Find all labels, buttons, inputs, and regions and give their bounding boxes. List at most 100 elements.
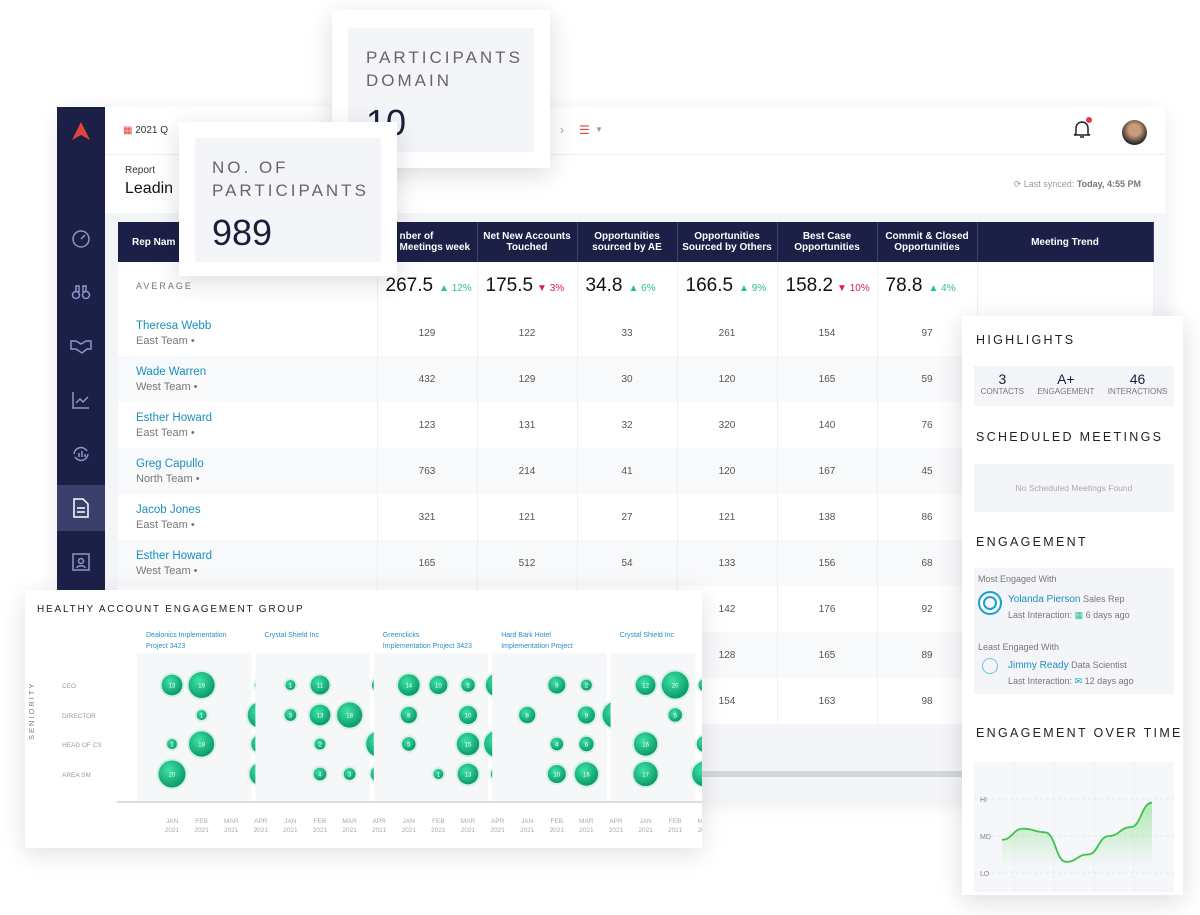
report-document-icon[interactable] — [57, 485, 105, 531]
bubble-value: 10 — [553, 772, 560, 778]
bubble-plot: CEO DIRECTOR HEAD OF CS AREA SM Dealonics Im… — [62, 632, 703, 834]
bubble[interactable] — [313, 767, 327, 781]
last-interaction-label: Last Interaction: — [1008, 676, 1073, 686]
bubble[interactable] — [579, 736, 594, 752]
bubble[interactable] — [309, 704, 331, 726]
breadcrumb: Report — [125, 165, 156, 176]
bubble[interactable] — [337, 702, 363, 728]
bubble[interactable] — [692, 761, 702, 787]
bubble[interactable] — [574, 762, 599, 786]
next-arrow-icon[interactable]: › — [560, 123, 564, 137]
bubble-value: 9 — [585, 713, 589, 719]
kpi-label: PARTICIPANTS DOMAIN — [366, 48, 523, 90]
group-label[interactable]: Hard Bark Hotel Implementation Project — [501, 632, 573, 650]
column-header[interactable]: Opportunities sourced by AE — [577, 222, 678, 262]
bubble[interactable] — [459, 706, 477, 724]
bubble[interactable] — [310, 675, 330, 695]
bubble[interactable] — [461, 678, 475, 692]
date-range-picker[interactable]: ▦ 2021 Q — [123, 125, 169, 136]
bell-icon[interactable] — [1073, 117, 1092, 144]
list-view-icon[interactable]: ☰ — [579, 123, 590, 137]
group-label[interactable]: Crystal Shield Inc — [620, 632, 675, 639]
x-tick-label: JAN 2021 — [283, 818, 298, 834]
bubble[interactable] — [519, 706, 536, 724]
dashboard-gauge-icon[interactable] — [57, 215, 105, 261]
bubble[interactable] — [343, 768, 356, 780]
bubble-value: 5 — [674, 713, 678, 719]
bubble[interactable] — [429, 676, 448, 694]
rep-name-link[interactable]: Wade Warren — [136, 365, 207, 378]
bubble[interactable] — [167, 739, 177, 749]
handshake-icon[interactable] — [57, 323, 105, 369]
rep-name-link[interactable]: Esther Howard — [136, 411, 213, 424]
bubble[interactable] — [633, 732, 658, 756]
bubble[interactable] — [456, 732, 480, 756]
average-cell: 158.2 ▼ 10% — [777, 262, 878, 310]
group-label[interactable]: Greenclicks Implementation Project 3423 — [383, 632, 472, 650]
bubble-value: 1 — [437, 772, 441, 778]
bubble[interactable] — [635, 675, 656, 695]
most-engaged-name[interactable]: Yolanda Pierson — [1008, 594, 1081, 605]
column-header[interactable]: Best Case Opportunities — [777, 222, 878, 262]
delta-value: 3% — [549, 283, 565, 294]
sync-chart-icon[interactable] — [57, 431, 105, 477]
account-highlights-panel: HIGHLIGHTS 3 CONTACTS A+ ENGAGEMENT 46 INTE… — [962, 316, 1183, 895]
healthy-account-engagement-chart: HEALTHY ACCOUNT ENGAGEMENT GROUP SENIORI… — [25, 590, 702, 848]
bubble[interactable] — [189, 731, 215, 757]
least-engaged-name[interactable]: Jimmy Ready — [1008, 660, 1069, 671]
bubble-value: 10 — [435, 683, 442, 689]
bubble[interactable] — [547, 765, 566, 783]
bubble[interactable] — [668, 708, 682, 722]
logo-icon[interactable] — [57, 107, 105, 155]
bubble[interactable] — [698, 679, 703, 692]
notification-badge — [1086, 117, 1092, 123]
bubble[interactable] — [188, 671, 215, 699]
bubble-value: 19 — [198, 683, 205, 689]
bubble[interactable] — [457, 763, 479, 785]
least-engaged-label: Least Engaged With — [978, 642, 1060, 652]
bubble[interactable] — [581, 679, 592, 691]
bubble[interactable] — [696, 736, 702, 752]
bubble[interactable] — [402, 737, 416, 751]
user-avatar[interactable] — [1122, 120, 1147, 145]
trend-delta: ▲ 4% — [928, 283, 956, 294]
bubble[interactable] — [633, 761, 658, 787]
bubble[interactable] — [550, 737, 564, 751]
bubble[interactable] — [398, 674, 420, 696]
bubble[interactable] — [433, 769, 444, 779]
group-label[interactable]: Dealonics Implementation Project 3423 — [146, 632, 227, 650]
x-tick-label: FEB 2021 — [431, 818, 446, 834]
column-header[interactable]: Commit & Closed Opportunities — [877, 222, 978, 262]
table-cell: 156 — [777, 540, 878, 586]
rep-name-link[interactable]: Jacob Jones — [136, 503, 201, 516]
bubble[interactable] — [577, 706, 595, 724]
table-row[interactable]: Esther Howard East Team • 123 131 32 320 140 76 — [118, 402, 1154, 448]
group-label[interactable]: Crystal Shield Inc — [264, 632, 319, 639]
bubble[interactable] — [400, 706, 417, 724]
page-title: Leadin — [125, 180, 174, 197]
column-header[interactable]: Opportunities Sourced by Others — [677, 222, 778, 262]
rep-name-link[interactable]: Greg Capullo — [136, 457, 204, 470]
calendar-icon: ▦ — [123, 125, 133, 136]
bubble[interactable] — [548, 676, 566, 694]
bubble[interactable] — [661, 671, 689, 699]
sync-icon[interactable]: ⟳ — [1013, 179, 1022, 189]
bubble[interactable] — [285, 680, 296, 690]
line-chart-icon[interactable] — [57, 377, 105, 423]
x-tick-label: FEB 2021 — [313, 818, 328, 834]
bubble[interactable] — [284, 709, 297, 721]
rep-cell: Greg Capullo North Team • — [118, 448, 378, 494]
rep-name-link[interactable]: Theresa Webb — [136, 319, 212, 332]
column-header[interactable]: Net New Accounts Touched — [477, 222, 578, 262]
bubble[interactable] — [196, 710, 207, 720]
bubble[interactable] — [161, 674, 183, 696]
presentation-icon[interactable] — [57, 539, 105, 585]
chevron-down-icon[interactable]: ▼ — [595, 125, 603, 134]
table-row[interactable]: Wade Warren West Team • 432 129 30 120 165 59 — [118, 356, 1154, 402]
column-header[interactable]: Meeting Trend — [977, 222, 1154, 262]
binoculars-icon[interactable] — [57, 269, 105, 315]
rep-name-link[interactable]: Esther Howard — [136, 549, 213, 562]
bubble[interactable] — [158, 760, 186, 788]
bubble[interactable] — [314, 738, 326, 750]
